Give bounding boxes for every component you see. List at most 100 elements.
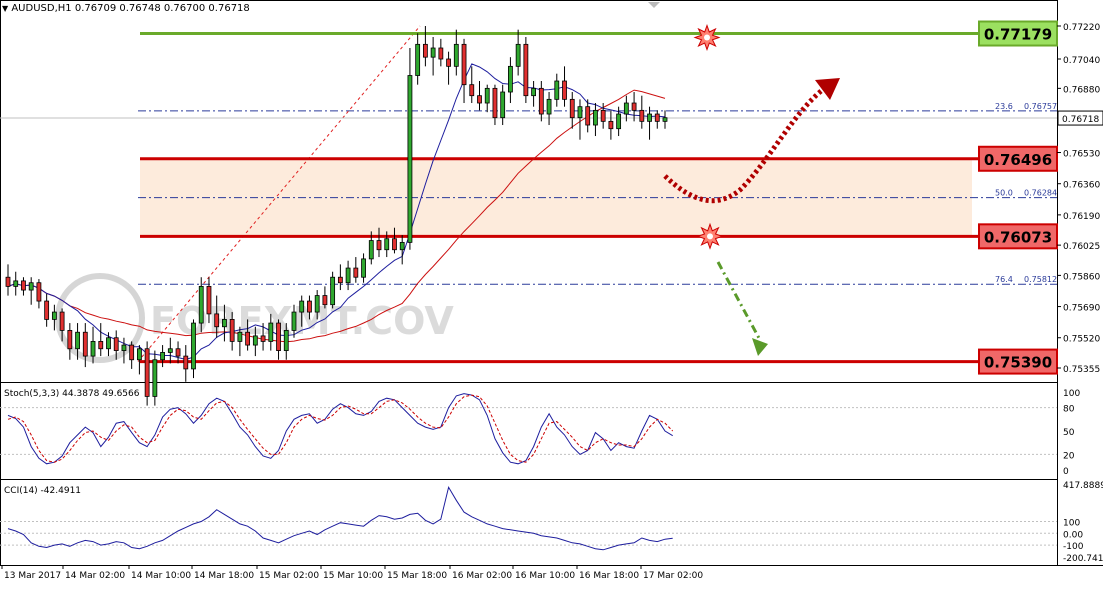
x-tick-label: 15 Mar 10:00 [323, 571, 383, 581]
fib-ratio-label: 76.4 [995, 275, 1013, 284]
candle-body [291, 311, 297, 331]
candle [252, 326, 258, 357]
header-arrow-icon: ▼ [2, 4, 9, 13]
candle [13, 271, 19, 296]
candle [276, 319, 281, 360]
stoch-y-tick: 100 [1063, 389, 1080, 399]
candle-body [407, 75, 413, 243]
candle-body [616, 113, 622, 130]
watermark-logo-icon [55, 273, 145, 363]
x-tick-label: 13 Mar 2017 [4, 571, 61, 581]
candle [477, 81, 482, 111]
candle-body [191, 322, 196, 370]
stoch-y-tick: 50 [1063, 428, 1075, 438]
candle [44, 293, 50, 327]
candle-body [546, 98, 552, 115]
candle-body [376, 240, 382, 251]
candle [368, 231, 374, 265]
up-arrow-head-icon [815, 78, 840, 100]
candle [515, 29, 521, 76]
chart-frame [0, 0, 1058, 566]
cci-y-tick: -200.7414 [1063, 554, 1103, 564]
stoch-y-tick: 20 [1063, 451, 1075, 461]
candle-body [299, 300, 305, 313]
candle-body [75, 331, 80, 350]
candle-body [662, 117, 668, 122]
candle [160, 345, 165, 368]
candle [51, 304, 57, 331]
stoch-y-tick: 80 [1063, 405, 1075, 415]
candle-body [121, 344, 127, 351]
candle [67, 323, 73, 360]
candle-body [106, 337, 111, 350]
candle [136, 345, 142, 375]
candle [430, 37, 436, 76]
candle-body [477, 95, 482, 104]
x-tick-label: 15 Mar 18:00 [387, 571, 447, 581]
candle-body [453, 43, 459, 67]
candle [222, 304, 227, 342]
cci-y-tick: -100 [1063, 542, 1084, 552]
x-tick-label: 16 Mar 02:00 [452, 571, 512, 581]
candle [585, 99, 591, 133]
stoch-title: Stoch(5,3,3) 44.3878 49.6566 [4, 389, 140, 399]
candle [461, 38, 467, 104]
burst-icon-core [704, 34, 710, 41]
candle [113, 330, 119, 360]
candle-body [175, 348, 181, 357]
cci-y-tick: 417.8889 [1063, 481, 1103, 491]
candle [82, 323, 88, 368]
candle-body [353, 267, 359, 278]
level-label: 0.76496 [984, 151, 1052, 169]
candle [28, 277, 34, 305]
ma-slow-line [7, 89, 666, 343]
level-box [978, 20, 1058, 47]
candle-body [28, 282, 34, 291]
candle-body [51, 311, 57, 320]
candle-body [198, 285, 204, 324]
x-tick-label: 14 Mar 02:00 [65, 571, 125, 581]
candle [422, 26, 428, 67]
y-tick-label: 0.75520 [1063, 335, 1100, 345]
y-tick-label: 0.75690 [1063, 304, 1100, 314]
candle-body [206, 285, 212, 315]
candle [415, 33, 421, 85]
candle [623, 95, 629, 122]
candle-body [67, 330, 73, 350]
candle [508, 57, 513, 104]
candle-body [623, 102, 629, 115]
y-tick-label: 0.76025 [1063, 242, 1100, 252]
candle-body [82, 331, 88, 357]
candle-body [322, 295, 328, 306]
candle [500, 84, 506, 126]
candle [206, 277, 212, 324]
level-box [978, 145, 1058, 172]
candle-body [484, 87, 490, 104]
y-tick-label: 0.75355 [1063, 365, 1100, 375]
symbol-label: AUDUSD,H1 [11, 3, 72, 14]
candle-body [268, 322, 274, 342]
candle [214, 295, 220, 338]
candle-body [59, 311, 65, 331]
candle-body [5, 276, 11, 287]
candle-body [647, 113, 652, 122]
fib-diagonal [137, 25, 421, 362]
candle [59, 308, 65, 342]
candle [260, 323, 266, 351]
x-tick-label: 17 Mar 02:00 [643, 571, 703, 581]
candle-body [392, 238, 397, 251]
candle [129, 341, 135, 369]
candle [608, 110, 614, 140]
candle [531, 81, 536, 107]
candle [245, 319, 251, 351]
candle-body [554, 80, 560, 100]
candle [322, 286, 328, 309]
y-tick-label: 0.76530 [1063, 150, 1100, 160]
cci-y-tick: 0.00 [1063, 530, 1083, 540]
candle [191, 319, 196, 379]
candle [36, 279, 42, 309]
candle [484, 84, 490, 113]
candle [647, 106, 652, 140]
candle [469, 66, 475, 104]
